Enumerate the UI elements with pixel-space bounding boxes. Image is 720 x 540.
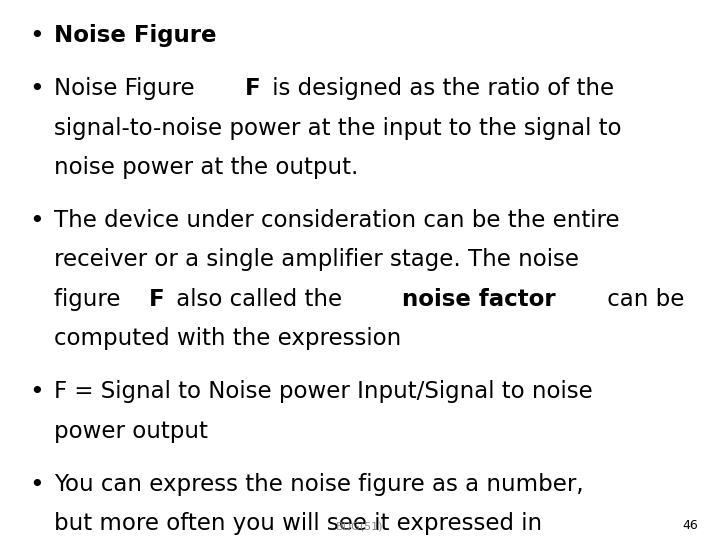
Text: The device under consideration can be the entire: The device under consideration can be th…	[54, 209, 620, 232]
Text: F: F	[245, 77, 261, 100]
Text: •: •	[29, 472, 43, 496]
Text: F = Signal to Noise power Input/Signal to noise: F = Signal to Noise power Input/Signal t…	[54, 380, 593, 403]
Text: •: •	[29, 380, 43, 404]
Text: figure: figure	[54, 288, 127, 311]
Text: You can express the noise figure as a number,: You can express the noise figure as a nu…	[54, 472, 584, 496]
Text: BDG(51): BDG(51)	[336, 522, 384, 532]
Text: power output: power output	[54, 420, 208, 443]
Text: signal-to-noise power at the input to the signal to: signal-to-noise power at the input to th…	[54, 117, 621, 140]
Text: •: •	[29, 209, 43, 233]
Text: can be: can be	[600, 288, 685, 311]
Text: is designed as the ratio of the: is designed as the ratio of the	[265, 77, 614, 100]
Text: also called the: also called the	[169, 288, 350, 311]
Text: F: F	[149, 288, 165, 311]
Text: •: •	[29, 24, 43, 48]
Text: noise power at the output.: noise power at the output.	[54, 156, 359, 179]
Text: noise factor: noise factor	[402, 288, 556, 311]
Text: Noise Figure: Noise Figure	[54, 24, 217, 48]
Text: Noise Figure: Noise Figure	[54, 77, 202, 100]
Text: 46: 46	[683, 519, 698, 532]
Text: •: •	[29, 77, 43, 101]
Text: but more often you will see it expressed in: but more often you will see it expressed…	[54, 512, 542, 535]
Text: computed with the expression: computed with the expression	[54, 327, 401, 350]
Text: receiver or a single amplifier stage. The noise: receiver or a single amplifier stage. Th…	[54, 248, 579, 272]
